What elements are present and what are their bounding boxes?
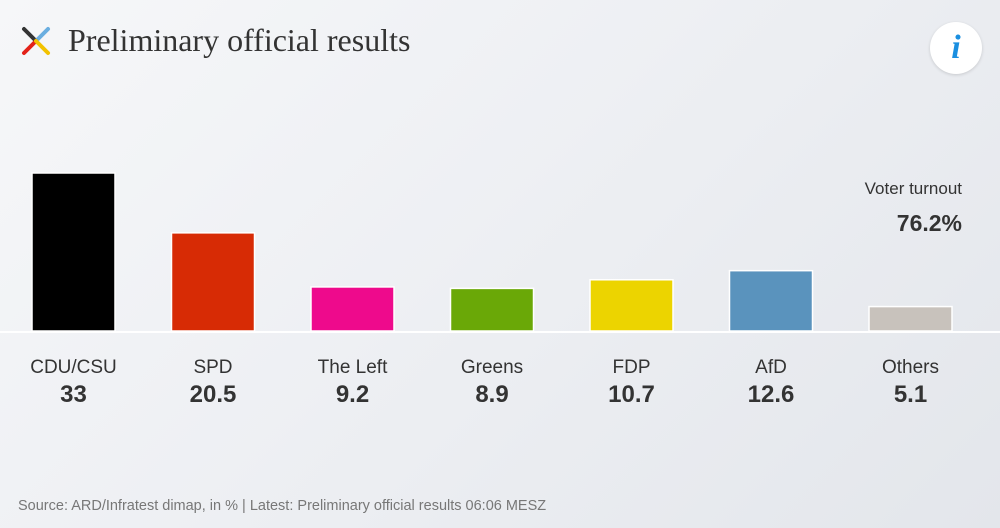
results-bar-chart: CDU/CSU 33 SPD 20.5 The Left 9.2 Greens 8.9 FDP 1… <box>30 172 953 408</box>
value-label: 20.5 <box>190 381 237 408</box>
source-footer: Source: ARD/Infratest dimap, in % | Late… <box>18 498 547 514</box>
info-button[interactable]: i <box>930 22 982 74</box>
value-label: 12.6 <box>748 381 795 408</box>
category-label: CDU/CSU <box>30 357 117 378</box>
bar-others[interactable] <box>868 305 953 332</box>
category-label: SPD <box>193 357 232 378</box>
category-label: Others <box>882 357 939 378</box>
value-label: 8.9 <box>475 381 508 408</box>
voter-turnout-value: 76.2% <box>896 210 962 236</box>
page-title: Preliminary official results <box>68 22 411 58</box>
value-label: 10.7 <box>608 381 655 408</box>
bar-greens[interactable] <box>449 287 535 332</box>
category-label: Greens <box>461 357 523 378</box>
value-label: 9.2 <box>336 381 369 408</box>
category-label: AfD <box>755 357 787 378</box>
category-label: The Left <box>318 357 388 378</box>
value-label: 5.1 <box>894 381 927 408</box>
category-label: FDP <box>613 357 651 378</box>
bar-cdu-csu[interactable] <box>31 172 116 332</box>
bar-afd[interactable] <box>728 269 814 332</box>
voter-turnout-label: Voter turnout <box>864 179 962 198</box>
bar-spd[interactable] <box>170 232 256 332</box>
value-label: 33 <box>60 381 87 408</box>
bar-the-left[interactable] <box>310 286 395 332</box>
info-icon: i <box>951 29 961 66</box>
bar-fdp[interactable] <box>589 279 674 332</box>
tagesschau-x-logo <box>22 27 50 55</box>
